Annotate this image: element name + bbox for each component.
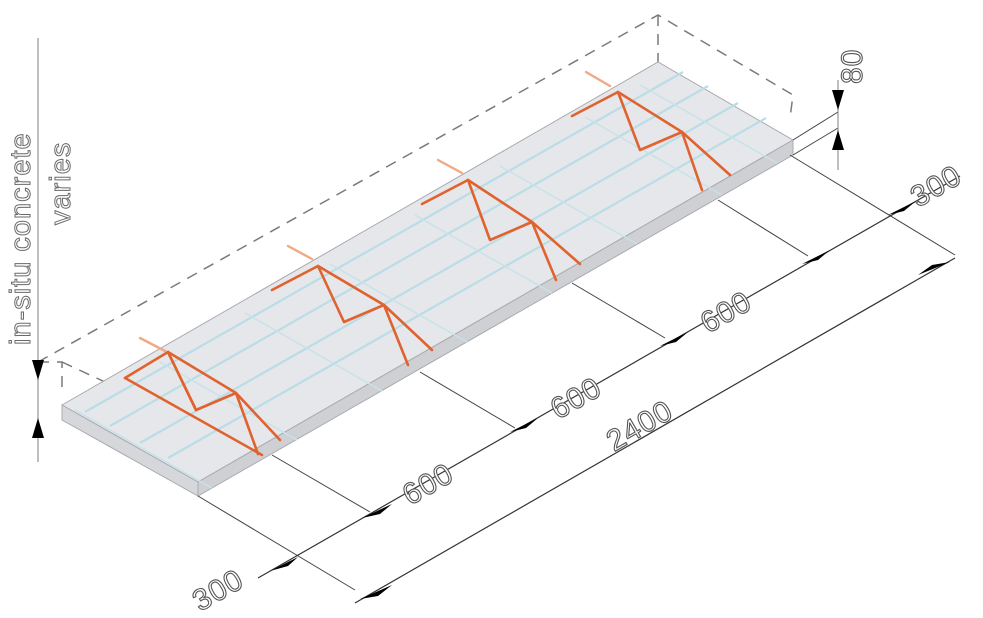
lattice-truss-4: [570, 70, 732, 192]
thickness-label: 80: [836, 49, 869, 84]
reinforcement-mesh: [74, 71, 778, 489]
spacing-1-label: 600: [397, 457, 459, 512]
extension-lines: [197, 111, 956, 591]
chain-dimension-line: [257, 175, 961, 579]
lattice-truss-2: [270, 244, 434, 367]
end-spacing-right-label: 300: [905, 159, 967, 214]
lattice-truss-1: [123, 336, 282, 457]
end-spacing-left-label: 300: [187, 563, 249, 618]
lattice-truss-3: [420, 158, 582, 282]
in-situ-concrete-outline: [37, 14, 794, 392]
in-situ-concrete-label: in-situ concrete: [5, 132, 37, 345]
varies-label: varies: [45, 142, 77, 225]
spacing-3-label: 600: [695, 285, 757, 340]
spacing-2-label: 600: [545, 371, 607, 426]
overall-width-label: 2400: [601, 394, 679, 458]
precast-slab: [60, 61, 795, 497]
overall-dimension-line: [354, 257, 956, 604]
varies-dimension: [32, 38, 44, 462]
thickness-dimension: [832, 80, 844, 170]
